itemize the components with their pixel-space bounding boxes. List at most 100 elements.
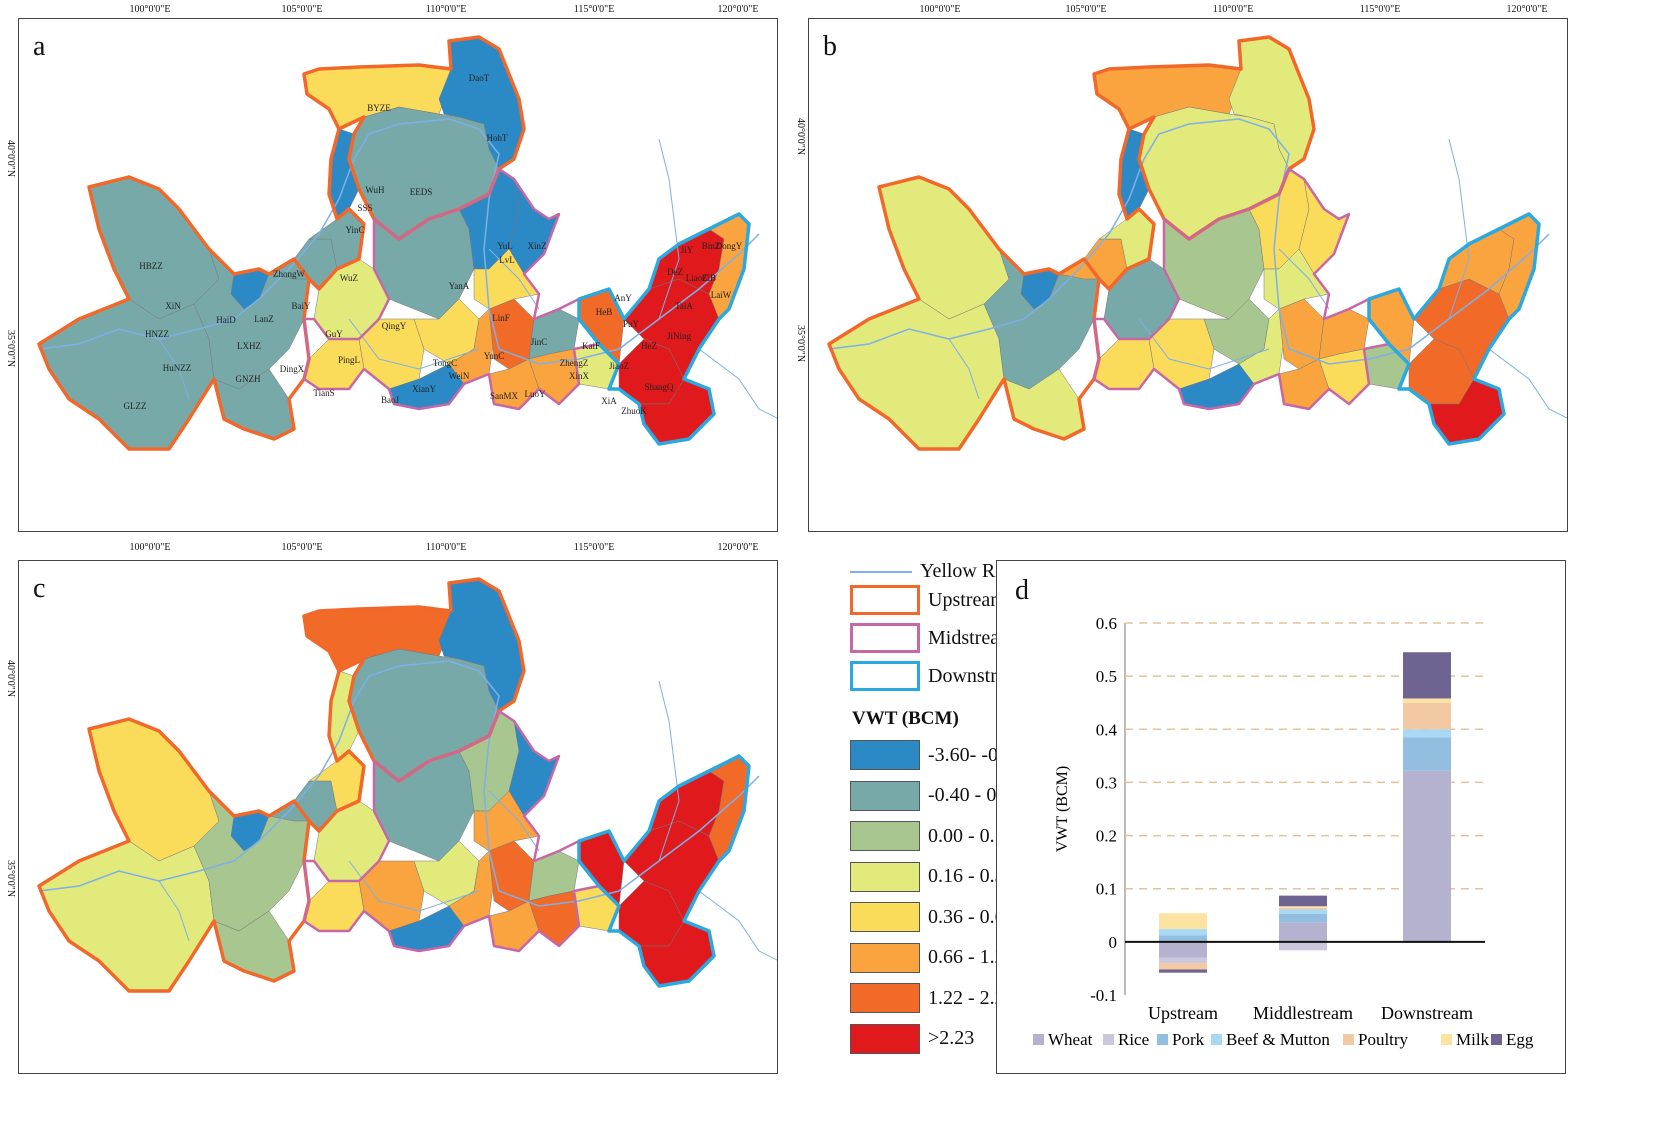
legend-class-swatch (850, 821, 920, 851)
region-label: PuY (623, 319, 640, 329)
legend-class-label: 0.66 - 1.22 (928, 946, 1015, 968)
region-label: HNZZ (145, 329, 169, 339)
lon-tick-a-120: 120°0'0"E (717, 4, 759, 15)
region-qinghai-south (828, 298, 1005, 450)
downstream-boundary (577, 212, 751, 446)
region-label: YinC (345, 225, 364, 235)
bar-segment-pork (1159, 935, 1207, 942)
legend-label: Poultry (1358, 1030, 1409, 1049)
region-label: AnY (614, 293, 632, 303)
legend-class-5: 0.66 - 1.22 (850, 942, 1015, 973)
legend-swatch (1033, 1034, 1044, 1045)
lat-tick-c-40: 40°0'0"N (5, 660, 16, 698)
downstream-boundary (1367, 212, 1541, 446)
region-label: PingL (338, 355, 360, 365)
bar-chart-svg: -0.1 0 0.1 0.2 0.3 0.4 0.5 0.6 VWT (BCM) Upstream… (1033, 614, 1534, 1049)
upstream-boundary (37, 35, 526, 451)
legend-class-2: 0.00 - 0.16 (850, 821, 1015, 851)
region-qinghai-south (38, 840, 215, 992)
region-label: JinC (531, 337, 548, 347)
bar-segment-egg (1159, 969, 1207, 973)
y-tick-label: 0.1 (1096, 880, 1117, 899)
region-label: YanA (449, 281, 470, 291)
legend-swatch (1491, 1034, 1502, 1045)
region-label: HohT (487, 133, 508, 143)
map-panel-a: DaoT BYZE HohT EEDS WuH SSS YinC ZhongW WuZ BaiY L… (18, 18, 778, 532)
region-label: TaiA (675, 301, 693, 311)
region-label: HBZZ (139, 261, 163, 271)
legend-label: Beef & Mutton (1226, 1030, 1330, 1049)
lon-tick-a-105: 105°0'0"E (281, 4, 323, 15)
region-label: LinF (492, 313, 510, 323)
lon-tick-c-105: 105°0'0"E (281, 542, 323, 553)
lon-tick-b-100: 100°0'0"E (919, 4, 961, 15)
category-label: Upstream (1148, 1003, 1218, 1023)
region-label: EEDS (410, 187, 433, 197)
category-label: Middlestream (1253, 1003, 1353, 1023)
region-label: DingX (280, 364, 305, 374)
bar-segment-pork (1279, 913, 1327, 923)
map-regions (828, 36, 1540, 450)
bar-segment-poultry (1159, 963, 1207, 970)
legend-upstream: Upstream (850, 585, 1006, 615)
bar-segment-wheat (1403, 770, 1451, 942)
legend-label: Rice (1118, 1030, 1149, 1049)
legend-label: Egg (1506, 1030, 1534, 1049)
panel-label-d: d (1015, 575, 1029, 606)
region-qinghai-south (38, 298, 215, 450)
upstream-boundary (37, 577, 526, 993)
y-tick-label: 0.5 (1096, 667, 1117, 686)
bar-segment-beef-mutton (1159, 929, 1207, 936)
legend-vwt-title: VWT (BCM) (852, 708, 959, 729)
region-shanxi-north (1298, 178, 1350, 275)
lon-tick-c-110: 110°0'0"E (425, 542, 467, 553)
midstream-boundary (302, 709, 601, 953)
legend-midstream: Midstream (850, 623, 1015, 653)
panel-label-b: b (823, 31, 837, 62)
region-label: WuH (365, 185, 385, 195)
river-tributary (698, 348, 777, 419)
lon-tick-a-100: 100°0'0"E (129, 4, 171, 15)
bar-segment-beef-mutton (1403, 729, 1451, 738)
region-label: LiaoC (686, 273, 709, 283)
region-label: XiA (601, 396, 617, 406)
lat-tick-a-35: 35°0'0"N (5, 330, 16, 368)
lat-tick-b-40: 40°0'0"N (795, 118, 806, 156)
region-label: QingY (382, 321, 407, 331)
map-c-svg (37, 577, 777, 993)
region-label: BaoJ (381, 395, 399, 405)
legend-label: Wheat (1048, 1030, 1093, 1049)
region-label: ZhengZ (560, 358, 589, 368)
region-label: HeZ (641, 341, 657, 351)
region-label: WeiN (449, 371, 470, 381)
legend-class-swatch (850, 861, 920, 892)
panel-label-a: a (33, 31, 46, 62)
map-regions (38, 578, 750, 992)
region-label: GuY (325, 329, 343, 339)
lon-tick-b-105: 105°0'0"E (1065, 4, 1107, 15)
bar-segment-poultry (1403, 702, 1451, 730)
region-label: TianS (313, 388, 334, 398)
region-qinghai-west (88, 718, 220, 862)
region-shanxi-north (508, 720, 560, 817)
river-line-icon (850, 570, 912, 573)
bar-segment-milk (1279, 906, 1327, 908)
river-tributary (1278, 248, 1330, 310)
lon-tick-c-120: 120°0'0"E (717, 542, 759, 553)
bar-segment-rice (1279, 941, 1327, 951)
legend-class-4: 0.36 - 0.66 (850, 902, 1015, 932)
region-label: DeZ (667, 267, 683, 277)
region-label: HeB (596, 307, 613, 317)
legend-class-swatch (850, 983, 920, 1013)
river-tributary (158, 880, 190, 942)
river-tributary (488, 790, 540, 852)
legend-swatch (1103, 1034, 1114, 1045)
region-label: LaiW (711, 290, 732, 300)
map-a-svg: DaoT BYZE HohT EEDS WuH SSS YinC ZhongW WuZ BaiY L… (37, 35, 777, 451)
region-label: LXHZ (237, 341, 261, 351)
category-label: Downstream (1381, 1003, 1473, 1023)
bar-segment-beef-mutton (1279, 909, 1327, 914)
region-label: LuoY (525, 389, 546, 399)
lat-tick-c-35: 35°0'0"N (5, 860, 16, 898)
chart-panel-d: d -0.1 0 0.1 0.2 0.3 0.4 0.5 0.6 VWT (BCM) Upstre… (996, 560, 1566, 1074)
